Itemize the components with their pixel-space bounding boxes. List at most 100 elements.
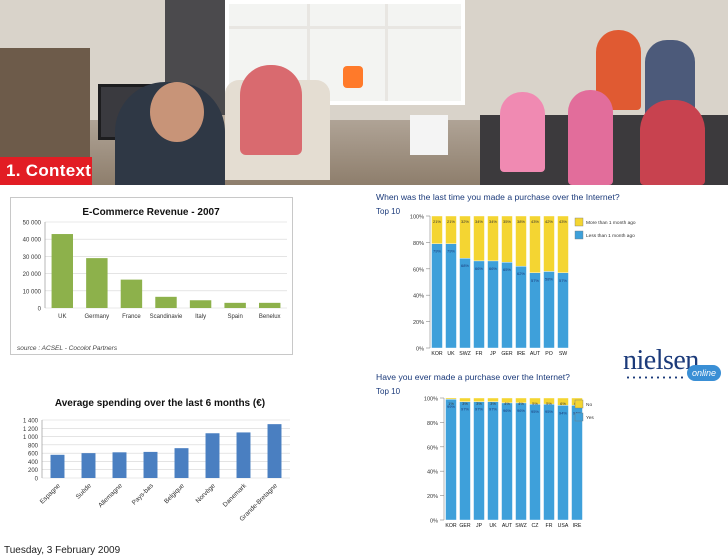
bar-segment	[501, 215, 513, 263]
data-label: 99%	[447, 404, 455, 409]
bar-segment	[543, 215, 555, 272]
x-tick-label: SWZ	[459, 351, 471, 357]
bar-segment	[529, 397, 541, 405]
data-label: 57%	[559, 278, 567, 283]
data-label: 5%	[546, 401, 552, 406]
x-tick-label: FR	[476, 351, 483, 357]
y-tick-label: 20%	[413, 320, 424, 326]
data-label: 94%	[559, 410, 567, 415]
y-tick-label: 10 000	[23, 289, 42, 295]
bar-segment	[515, 215, 527, 267]
data-label: 3%	[476, 401, 482, 406]
data-label: 43%	[559, 219, 567, 224]
bar-segment	[557, 215, 569, 273]
y-tick-label: 100%	[410, 215, 424, 221]
x-tick-label: Spain	[227, 314, 242, 320]
bar-segment	[473, 401, 485, 521]
bar-segment	[459, 401, 471, 521]
data-label: 95%	[531, 409, 539, 414]
ever-chart-panel: Have you ever made a purchase over the I…	[370, 368, 632, 540]
y-tick-label: 400	[28, 460, 39, 466]
data-label: 6%	[560, 401, 566, 406]
bar-segment	[487, 260, 499, 349]
y-tick-label: 60%	[427, 445, 438, 451]
bar	[155, 296, 177, 308]
y-tick-label: 80%	[413, 241, 424, 247]
y-tick-label: 1 200	[23, 427, 39, 433]
slide-date: Tuesday, 3 February 2009	[4, 545, 121, 556]
bar-segment	[487, 401, 499, 521]
data-label: 97%	[461, 407, 469, 412]
x-tick-label: Espagne	[39, 482, 62, 505]
x-tick-label: Danemark	[222, 482, 249, 509]
x-tick-label: Norvège	[195, 482, 218, 505]
bar-segment	[501, 261, 513, 349]
legend-label: More than 1 month ago	[586, 220, 636, 226]
data-label: 62%	[517, 271, 525, 276]
bar-segment	[557, 272, 569, 349]
y-tick-label: 200	[28, 468, 39, 474]
data-label: 4%	[504, 401, 510, 406]
legend-swatch	[574, 230, 584, 240]
data-label: 68%	[461, 263, 469, 268]
data-label: 3%	[462, 401, 468, 406]
bar-segment	[445, 399, 457, 521]
data-label: 66%	[489, 266, 497, 271]
bar-segment	[543, 271, 555, 349]
data-label: 42%	[545, 219, 553, 224]
y-tick-label: 80%	[427, 421, 438, 427]
ecommerce-chart: E-Commerce Revenue - 2007 0 10 000 20 000 30…	[17, 207, 287, 352]
bar-segment	[487, 215, 499, 262]
data-label: 96%	[517, 408, 525, 413]
data-label: 95%	[545, 409, 553, 414]
bar-segment	[515, 397, 527, 404]
bar	[189, 300, 212, 308]
bar	[205, 433, 220, 478]
chart-subtitle: Top 10	[376, 207, 401, 216]
chart-source: source : ACSEL - Cocolot Partners	[17, 345, 118, 352]
bar-segment	[473, 260, 485, 349]
x-tick-label: France	[122, 314, 141, 320]
x-tick-label: AUT	[530, 351, 541, 357]
x-tick-label: Scandinavie	[150, 314, 183, 320]
y-tick-label: 50 000	[23, 221, 42, 227]
bar	[86, 258, 108, 308]
legend-label: Yes	[586, 415, 594, 421]
bar-segment	[487, 397, 499, 402]
legend-swatch	[574, 217, 584, 227]
x-tick-label: AUT	[502, 523, 513, 529]
bar	[50, 454, 65, 478]
bar-segment	[473, 397, 485, 402]
ever-chart: Have you ever made a purchase over the I…	[376, 372, 594, 529]
legend-label: Less than 1 month ago	[586, 233, 635, 239]
y-tick-label: 20 000	[23, 272, 42, 278]
x-tick-label: UK	[489, 523, 497, 529]
section-label: 1. Context	[0, 157, 92, 185]
bar-segment	[529, 215, 541, 273]
x-tick-label: Suède	[75, 482, 94, 501]
x-tick-label: USA	[558, 523, 569, 529]
x-tick-label: KOR	[445, 523, 456, 529]
x-tick-label: IRE	[517, 351, 526, 357]
bar	[267, 424, 282, 478]
x-tick-label: FR	[546, 523, 553, 529]
x-tick-label: SWZ	[515, 523, 527, 529]
bar-segment	[515, 265, 527, 349]
chart-subtitle: Top 10	[376, 387, 401, 396]
data-label: 97%	[489, 407, 497, 412]
context-photo	[0, 0, 728, 185]
bar-segment	[571, 405, 583, 521]
data-label: 35%	[503, 219, 511, 224]
x-tick-label: IRE	[573, 523, 582, 529]
bar-segment	[543, 397, 555, 405]
data-label: 34%	[489, 219, 497, 224]
chart-title: Have you ever made a purchase over the I…	[376, 372, 570, 382]
bar-segment	[459, 215, 471, 259]
data-label: 3%	[490, 401, 496, 406]
data-label: 34%	[475, 219, 483, 224]
chart-title: When was the last time you made a purcha…	[376, 192, 620, 202]
y-tick-label: 40 000	[23, 238, 42, 244]
chart-title: E-Commerce Revenue - 2007	[82, 207, 220, 218]
bar-segment	[445, 215, 457, 244]
data-label: 65%	[503, 267, 511, 272]
